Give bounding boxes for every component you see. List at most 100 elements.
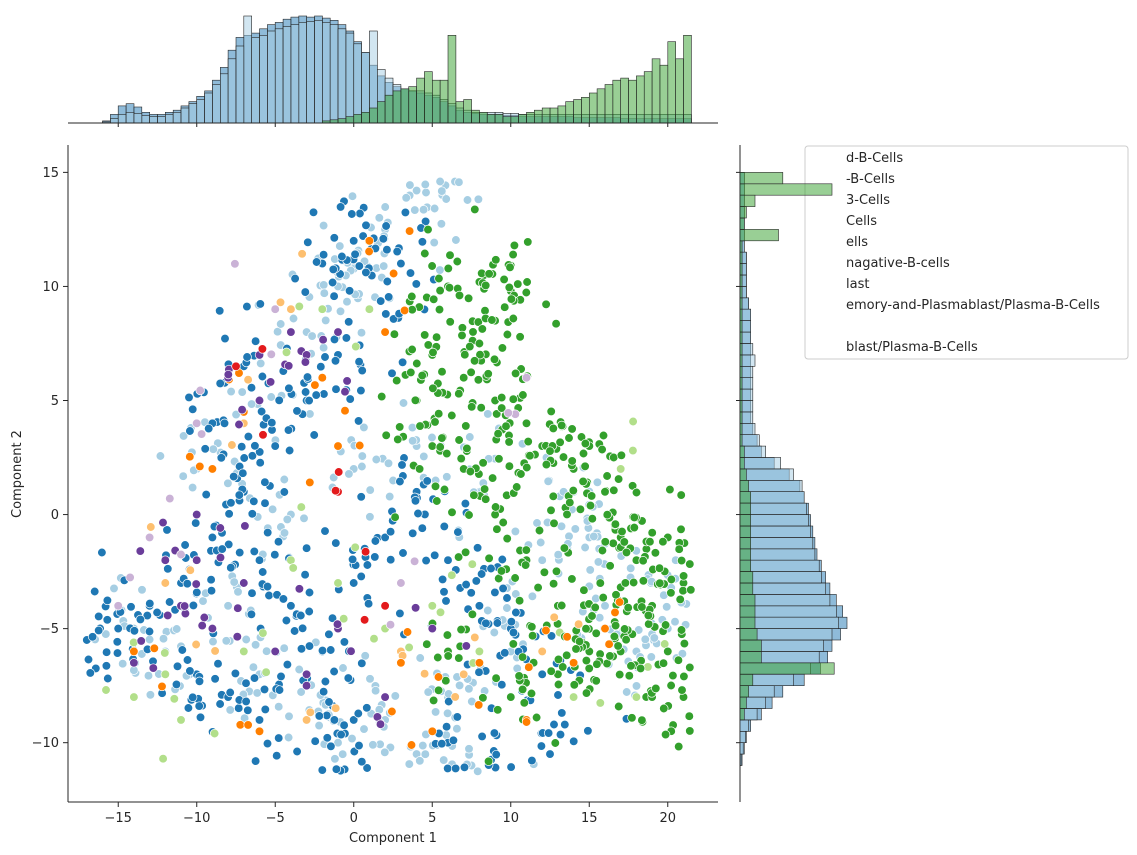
scatter-point — [623, 603, 633, 613]
right-marginal-histogram — [739, 172, 848, 766]
scatter-point — [326, 645, 336, 655]
right-histogram-bar — [739, 719, 749, 732]
scatter-point — [428, 347, 438, 358]
scatter-point — [506, 692, 516, 702]
scatter-point — [510, 368, 521, 379]
scatter-point — [483, 756, 494, 766]
scatter-point — [489, 728, 500, 738]
scatter-point — [397, 357, 408, 367]
top-histogram-bar — [416, 77, 425, 124]
scatter-point — [578, 476, 588, 487]
scatter-point — [317, 373, 327, 383]
y-tick-label: 0 — [51, 508, 59, 523]
right-histogram-bar — [739, 274, 743, 287]
scatter-point — [605, 561, 615, 571]
scatter-point — [270, 646, 280, 657]
scatter-point — [551, 319, 561, 329]
scatter-point — [102, 595, 113, 606]
scatter-point — [148, 663, 158, 673]
top-histogram-bar — [565, 101, 574, 124]
scatter-point — [112, 648, 123, 658]
scatter-point — [473, 317, 483, 327]
scatter-point — [196, 429, 207, 439]
scatter-point — [469, 490, 479, 500]
scatter-point — [380, 532, 390, 543]
scatter-point — [441, 194, 451, 204]
scatter-point — [146, 522, 156, 532]
scatter-point — [241, 678, 251, 688]
scatter-point — [210, 646, 220, 656]
scatter-point — [545, 749, 555, 759]
scatter-point — [585, 500, 596, 511]
scatter-point — [213, 659, 223, 669]
top-histogram-bar — [345, 32, 355, 124]
scatter-point — [442, 448, 452, 459]
scatter-point — [239, 453, 249, 463]
scatter-point — [368, 740, 378, 750]
right-histogram-bar — [739, 673, 754, 686]
scatter-point — [327, 613, 338, 623]
y-tick-label: 5 — [51, 394, 59, 409]
scatter-point — [676, 625, 687, 635]
scatter-point — [172, 624, 182, 634]
scatter-point — [118, 659, 128, 669]
scatter-point — [502, 593, 512, 603]
top-histogram-bar — [321, 22, 331, 124]
scatter-point — [502, 533, 512, 544]
scatter-point — [282, 514, 292, 525]
scatter-point — [320, 526, 330, 536]
scatter-point — [442, 472, 452, 482]
scatter-point — [398, 398, 409, 408]
scatter-point — [591, 676, 601, 686]
scatter-point — [344, 317, 354, 327]
scatter-point — [444, 696, 454, 707]
scatter-point — [597, 545, 608, 556]
right-histogram-bar — [739, 582, 754, 595]
top-histogram-bar — [424, 71, 433, 124]
scatter-point — [387, 368, 397, 378]
right-histogram-bar — [739, 571, 754, 584]
scatter-point — [109, 583, 119, 594]
scatter-point — [474, 700, 484, 710]
scatter-point — [417, 523, 427, 533]
scatter-point — [548, 423, 558, 434]
scatter-point — [410, 395, 421, 405]
scatter-point — [317, 645, 328, 656]
top-histogram-bar — [243, 15, 253, 124]
scatter-point — [195, 712, 206, 722]
scatter-point — [427, 601, 437, 611]
scatter-point — [220, 333, 230, 344]
scatter-point — [346, 646, 356, 656]
scatter-point — [328, 264, 338, 275]
scatter-point — [294, 301, 304, 312]
top-histogram-bar — [486, 114, 496, 124]
scatter-point — [562, 650, 572, 660]
scatter-point — [191, 639, 201, 650]
scatter-point — [474, 338, 485, 349]
scatter-point — [555, 437, 565, 447]
right-histogram-bar — [739, 229, 779, 242]
scatter-point — [483, 369, 493, 379]
scatter-point — [543, 476, 553, 486]
scatter-point — [311, 390, 321, 400]
scatter-point — [500, 302, 510, 312]
scatter-point — [477, 731, 487, 742]
scatter-point — [442, 708, 453, 718]
top-histogram-bar — [259, 34, 268, 124]
scatter-point — [235, 547, 245, 558]
right-histogram-bar — [739, 217, 745, 230]
scatter-point — [224, 509, 234, 519]
scatter-point — [521, 373, 532, 383]
right-histogram-bar — [739, 696, 747, 709]
legend-entry: ells — [846, 235, 868, 250]
scatter-point — [144, 626, 155, 637]
scatter-point — [420, 248, 430, 259]
scatter-point — [567, 574, 577, 584]
scatter-point — [310, 736, 320, 746]
scatter-point — [604, 639, 614, 649]
scatter-point — [505, 262, 515, 272]
scatter-point — [665, 484, 675, 495]
scatter-point — [479, 484, 490, 494]
scatter-point — [643, 610, 654, 621]
scatter-point — [129, 658, 139, 668]
